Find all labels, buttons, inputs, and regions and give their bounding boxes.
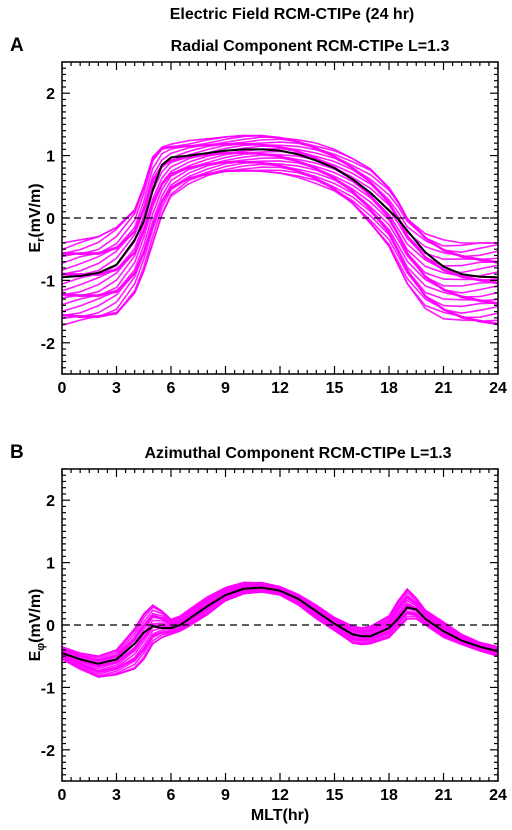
panel-b-xtick-label: 18 (380, 787, 398, 804)
panel-a-ytick-label: -1 (41, 273, 55, 290)
panel-a-xtick-label: 21 (435, 380, 453, 397)
panel-a-xtick-label: 18 (380, 380, 398, 397)
panel-b-ytick-label: 1 (46, 556, 55, 573)
panel-b-ytick-label: -2 (41, 743, 55, 760)
panel-letter-a: A (10, 35, 24, 56)
panel-b: B Azimuthal Component RCM-CTIPe L=1.3 0 3… (10, 442, 507, 824)
panel-b-xtick-label: 15 (326, 787, 344, 804)
panel-b-median-line (61, 586, 499, 665)
panel-b-ylabel-tail: (mV/m) (27, 589, 44, 643)
panel-a-ensemble-line (61, 170, 499, 326)
panel-b-xlabel: MLT(hr) (251, 807, 309, 824)
panel-a-ylabel: Er(mV/m) (27, 183, 47, 252)
panel-a-ensemble-line (61, 152, 499, 285)
panel-a-xtick-label: 0 (58, 380, 67, 397)
panel-b-ylabel-main: E (27, 650, 44, 661)
panel-a-ylabel-sub: r (35, 237, 47, 242)
panel-b-xtick-label: 6 (167, 787, 176, 804)
panel-a-xtick-label: 24 (489, 380, 507, 397)
panel-b-ensemble-line (61, 581, 499, 658)
panel-a-ensemble-line (61, 160, 499, 305)
panel-a-xtick-label: 6 (167, 380, 176, 397)
panel-b-ytick-label: 2 (46, 493, 55, 510)
panel-a-median-line (61, 148, 499, 279)
panel-b-xtick-label: 24 (489, 787, 507, 804)
panel-a-xtick-label: 12 (271, 380, 289, 397)
panel-b-ylabel: Eφ(mV/m) (27, 589, 47, 662)
panel-a-title: Radial Component RCM-CTIPe L=1.3 (171, 38, 450, 55)
panel-a-xtick-label: 3 (112, 380, 121, 397)
panel-a-ytick-label: 2 (46, 86, 55, 103)
panel-b-xtick-label: 3 (112, 787, 121, 804)
panel-a: A Radial Component RCM-CTIPe L=1.3 0 3 6 9 1… (10, 35, 507, 397)
panel-b-title: Azimuthal Component RCM-CTIPe L=1.3 (144, 445, 451, 462)
panel-b-ytick-label: 0 (46, 618, 55, 635)
panel-b-xtick-label: 12 (271, 787, 289, 804)
panel-a-ylabel-tail: (mV/m) (27, 183, 44, 237)
panel-b-ytick-label: -1 (41, 680, 55, 697)
panel-a-frame (61, 61, 499, 375)
panel-a-ytick-label: -2 (41, 336, 55, 353)
panel-b-ylabel-sub: φ (35, 643, 47, 651)
panel-a-xtick-label: 15 (326, 380, 344, 397)
panel-a-ytick-label: 1 (46, 149, 55, 166)
panel-b-xtick-label: 0 (58, 787, 67, 804)
panel-a-ylabel-main: E (27, 242, 44, 253)
panel-a-ensemble-line (61, 150, 499, 284)
panel-a-ensemble-line (61, 141, 499, 264)
panel-a-ensemble-line (61, 169, 499, 326)
panel-b-xtick-label: 21 (435, 787, 453, 804)
panel-a-ensemble-band (61, 134, 499, 327)
panel-b-frame (61, 468, 499, 782)
panel-a-ensemble-line (61, 134, 498, 244)
panel-a-xtick-label: 9 (221, 380, 230, 397)
panel-a-ensemble-line (61, 142, 499, 264)
panel-a-ytick-label: 0 (46, 211, 55, 228)
panel-a-ensemble-line (61, 134, 498, 251)
panel-a-ensemble-line (61, 161, 499, 306)
panel-letter-b: B (10, 442, 24, 463)
panel-b-ensemble-band (61, 581, 499, 678)
panel-b-xtick-label: 9 (221, 787, 230, 804)
figure-title: Electric Field RCM-CTIPe (24 hr) (170, 6, 415, 23)
